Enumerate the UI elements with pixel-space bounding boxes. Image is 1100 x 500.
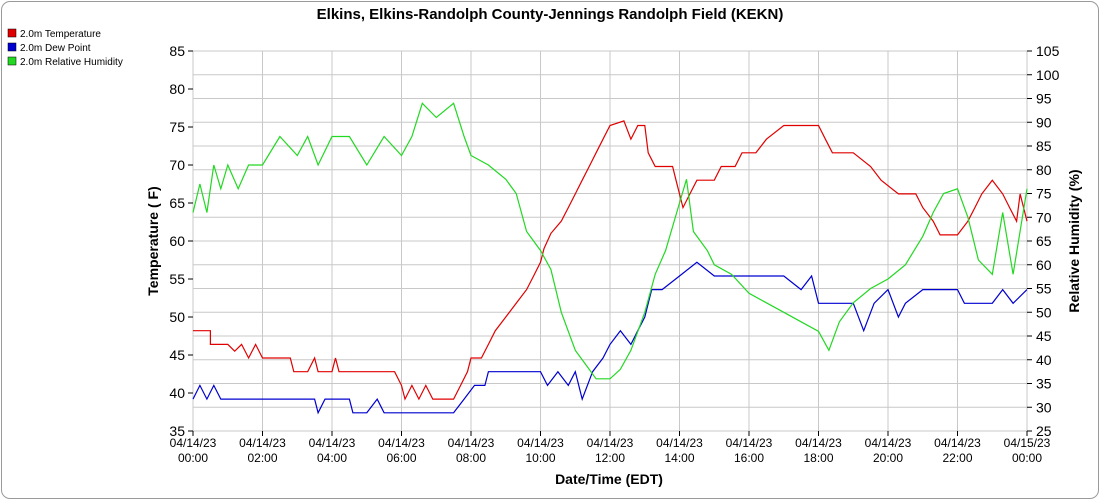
left-tick-label: 85: [169, 43, 185, 59]
left-tick-label: 75: [169, 119, 185, 135]
legend-label: 2.0m Temperature: [20, 29, 101, 40]
right-tick-label: 85: [1036, 138, 1052, 154]
x-tick-time: 00:00: [1012, 451, 1042, 465]
right-tick-label: 40: [1036, 352, 1052, 368]
grid: [192, 50, 1028, 432]
left-tick-label: 55: [169, 271, 185, 287]
right-tick-label: 105: [1036, 43, 1060, 59]
series-line-0: [193, 120, 1028, 401]
x-tick-time: 00:00: [178, 451, 208, 465]
left-axis-label: Temperature ( F): [145, 186, 161, 295]
x-axis-label: Date/Time (EDT): [555, 471, 663, 487]
left-tick-label: 45: [169, 347, 185, 363]
right-tick-label: 100: [1036, 67, 1060, 83]
legend-swatch: [7, 56, 17, 66]
right-axis-label: Relative Humidity (%): [1066, 169, 1082, 312]
x-tick-time: 12:00: [595, 451, 625, 465]
x-tick-date: 04/14/23: [865, 436, 912, 450]
x-tick-time: 20:00: [873, 451, 903, 465]
series-line-2: [192, 102, 1028, 380]
series-line-1: [192, 261, 1028, 415]
x-axis-ticks: 04/14/2300:0004/14/2302:0004/14/2304:000…: [170, 431, 1051, 465]
x-tick-date: 04/14/23: [795, 436, 842, 450]
x-tick-time: 16:00: [734, 451, 764, 465]
x-tick-time: 02:00: [247, 451, 277, 465]
x-tick-date: 04/14/23: [656, 436, 703, 450]
left-tick-label: 50: [169, 309, 185, 325]
right-tick-label: 75: [1036, 186, 1052, 202]
x-tick-time: 10:00: [525, 451, 555, 465]
x-tick-date: 04/14/23: [309, 436, 356, 450]
x-tick-date: 04/14/23: [378, 436, 425, 450]
legend: 2.0m Temperature 2.0m Dew Point 2.0m Relat…: [7, 28, 123, 68]
right-tick-label: 25: [1036, 423, 1052, 439]
x-tick-date: 04/14/23: [448, 436, 495, 450]
left-tick-label: 80: [169, 81, 185, 97]
left-tick-label: 65: [169, 195, 185, 211]
right-tick-label: 60: [1036, 257, 1052, 273]
right-tick-label: 80: [1036, 162, 1052, 178]
x-tick-date: 04/14/23: [934, 436, 981, 450]
series-lines: [192, 102, 1028, 415]
legend-label: 2.0m Dew Point: [20, 43, 91, 54]
left-tick-label: 60: [169, 233, 185, 249]
x-tick-time: 04:00: [317, 451, 347, 465]
x-tick-time: 08:00: [456, 451, 486, 465]
x-tick-time: 06:00: [386, 451, 416, 465]
legend-swatch: [7, 42, 17, 52]
x-tick-time: 14:00: [664, 451, 694, 465]
x-tick-date: 04/14/23: [726, 436, 773, 450]
x-tick-date: 04/14/23: [170, 436, 217, 450]
right-axis-ticks: 25 30 35 40 45 50 55 60 65 70 75 80 85 90 95 100 105: [1027, 43, 1060, 439]
right-tick-label: 35: [1036, 376, 1052, 392]
x-tick-date: 04/14/23: [587, 436, 634, 450]
x-tick-time: 22:00: [942, 451, 972, 465]
legend-label: 2.0m Relative Humidity: [20, 57, 123, 68]
left-tick-label: 70: [169, 157, 185, 173]
chart-title: Elkins, Elkins-Randolph County-Jennings …: [317, 6, 784, 23]
right-tick-label: 90: [1036, 114, 1052, 130]
legend-swatch: [7, 28, 17, 38]
right-tick-label: 55: [1036, 281, 1052, 297]
x-tick-date: 04/14/23: [517, 436, 564, 450]
left-tick-label: 40: [169, 385, 185, 401]
right-tick-label: 65: [1036, 233, 1052, 249]
right-tick-label: 30: [1036, 399, 1052, 415]
x-tick-date: 04/15/23: [1004, 436, 1051, 450]
left-tick-label: 35: [169, 423, 185, 439]
x-tick-date: 04/14/23: [239, 436, 286, 450]
right-tick-label: 95: [1036, 91, 1052, 107]
left-axis-ticks: 35 40 45 50 55 60 65 70 75 80 85: [169, 43, 193, 439]
right-tick-label: 50: [1036, 304, 1052, 320]
right-tick-label: 70: [1036, 209, 1052, 225]
x-tick-time: 18:00: [803, 451, 833, 465]
right-tick-label: 45: [1036, 328, 1052, 344]
